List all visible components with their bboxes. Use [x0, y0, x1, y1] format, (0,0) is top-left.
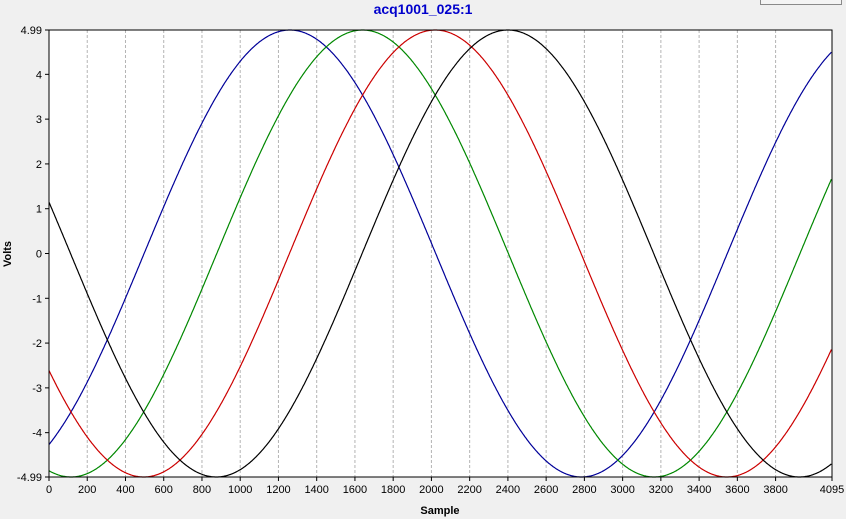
x-tick-label: 2800	[572, 484, 596, 496]
x-axis-ticks: 0 200 400 600 800 1000 1200 1400 1600 1800 2000 220…	[46, 477, 844, 496]
series-line-2	[48, 29, 832, 478]
chart-title: acq1001_025:1	[373, 1, 473, 17]
x-tick-label: 1000	[228, 484, 252, 496]
x-tick-label: 3400	[687, 484, 711, 496]
y-tick-label: -1	[32, 293, 42, 305]
x-tick-label: 1600	[343, 484, 367, 496]
y-tick-label: 3	[36, 114, 42, 126]
x-tick-label: 2200	[457, 484, 481, 496]
x-tick-label: 3000	[610, 484, 634, 496]
x-tick-label: 2400	[496, 484, 520, 496]
y-tick-label: 0	[36, 249, 42, 261]
y-tick-label: 2	[36, 159, 42, 171]
y-tick-label: -2	[32, 338, 42, 350]
x-tick-label: 1200	[266, 484, 290, 496]
x-tick-label: 1800	[381, 484, 405, 496]
x-axis-label: Sample	[420, 505, 459, 517]
y-tick-label: 1	[36, 204, 42, 216]
toolbar-button[interactable]	[760, 0, 842, 5]
x-tick-label: 800	[193, 484, 211, 496]
x-tick-label: 3600	[725, 484, 749, 496]
y-tick-label: 4	[36, 69, 42, 81]
x-tick-label: 2600	[534, 484, 558, 496]
x-tick-label: 200	[78, 484, 96, 496]
series-line-4	[48, 29, 832, 478]
y-tick-label: 4.99	[21, 25, 42, 37]
x-tick-label: 4095	[820, 484, 844, 496]
x-tick-label: 0	[46, 484, 52, 496]
y-tick-label: -3	[32, 383, 42, 395]
x-tick-label: 600	[155, 484, 173, 496]
x-tick-label: 2000	[419, 484, 443, 496]
x-tick-label: 3200	[649, 484, 673, 496]
series-line-1	[48, 29, 832, 478]
y-tick-label: -4	[32, 428, 42, 440]
plot-area	[49, 30, 832, 477]
y-axis-ticks: 4.99 4 3 2 1 0 -1 -2 -3 -4 -4.99	[17, 25, 49, 484]
x-tick-label: 400	[116, 484, 134, 496]
x-tick-label: 3800	[763, 484, 787, 496]
grid	[86, 30, 777, 477]
y-axis-label: Volts	[2, 241, 14, 267]
x-tick-label: 1400	[304, 484, 328, 496]
y-tick-label: -4.99	[17, 472, 42, 484]
